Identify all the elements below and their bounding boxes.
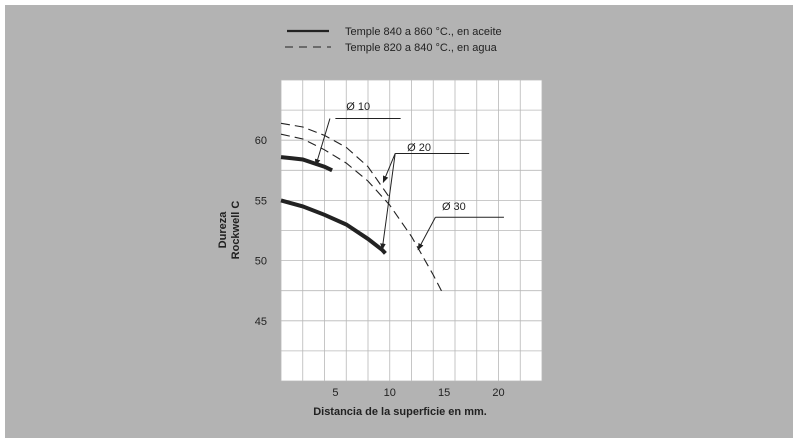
annotation-arrow-20 xyxy=(382,153,396,183)
legend: Temple 840 a 860 °C., en aceite Temple 8… xyxy=(285,26,502,54)
x-tick-label: 15 xyxy=(438,387,450,399)
y-axis-label-line1: Dureza xyxy=(217,211,229,249)
y-tick-labels: 45 50 55 60 xyxy=(255,135,267,328)
y-tick-label: 60 xyxy=(255,135,267,147)
legend-label-agua: Temple 820 a 840 °C., en agua xyxy=(345,42,498,54)
annotation-label-30: Ø 30 xyxy=(442,201,466,213)
y-axis-label-line2: Rockwell C xyxy=(230,201,242,260)
annotation-arrow-20 xyxy=(380,153,396,251)
x-tick-label: 5 xyxy=(332,387,338,399)
annotation-label-10: Ø 10 xyxy=(346,101,370,113)
x-tick-label: 20 xyxy=(492,387,504,399)
annotation-label-20: Ø 20 xyxy=(407,142,431,154)
series-line-agua-20 xyxy=(280,133,443,293)
grid xyxy=(280,79,543,382)
y-tick-label: 55 xyxy=(255,195,267,207)
x-tick-label: 10 xyxy=(384,387,396,399)
annotation-arrow-10 xyxy=(314,118,331,167)
y-tick-label: 45 xyxy=(255,316,267,328)
x-axis-label: Distancia de la superficie en mm. xyxy=(313,406,487,418)
legend-label-aceite: Temple 840 a 860 °C., en aceite xyxy=(345,26,502,38)
x-tick-labels: 5 10 15 20 xyxy=(332,387,504,399)
series-line-aceite-10 xyxy=(280,155,333,173)
series-line-agua-10 xyxy=(280,122,391,199)
y-tick-label: 50 xyxy=(255,256,267,268)
diameter-annotations: Ø 10 Ø 20 Ø 30 xyxy=(314,101,504,251)
annotation-arrow-30 xyxy=(417,217,436,251)
